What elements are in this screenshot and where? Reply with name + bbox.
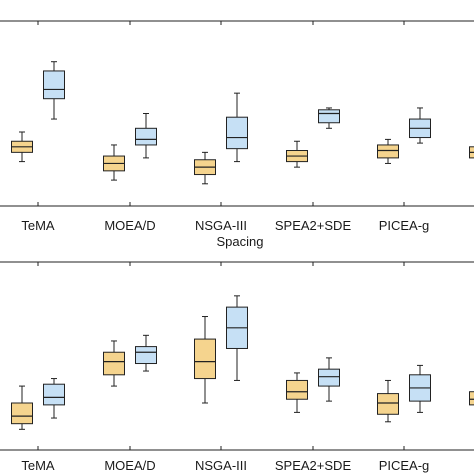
box-b-0 — [43, 378, 65, 419]
box-a-1 — [103, 144, 125, 181]
iqr-box — [194, 338, 216, 380]
box-a-4 — [377, 379, 399, 423]
box-a-5 — [469, 391, 474, 406]
iqr-box — [103, 351, 125, 376]
top-panel-spacing: TeMAMOEA/DNSGA-IIISPEA2+SDEPICEA-gHypESp… — [0, 20, 474, 249]
box-a-5 — [469, 146, 474, 159]
iqr-box — [286, 379, 308, 400]
box-b-1 — [135, 334, 157, 372]
x-tick-label: PICEA-g — [379, 218, 430, 233]
box-b-2 — [226, 295, 248, 381]
box-b-0 — [43, 61, 65, 120]
box-b-1 — [135, 113, 157, 159]
iqr-box — [469, 391, 474, 406]
x-axis-title: Spacing — [217, 234, 264, 249]
iqr-box — [135, 127, 157, 146]
x-tick-label: SPEA2+SDE — [275, 218, 352, 233]
box-a-0 — [11, 385, 33, 430]
x-tick-label: NSGA-III — [195, 218, 247, 233]
box-a-2 — [194, 151, 216, 185]
x-tick-label: TeMA — [21, 458, 55, 473]
box-a-4 — [377, 138, 399, 164]
box-b-2 — [226, 92, 248, 163]
x-tick-label: MOEA/D — [104, 458, 155, 473]
iqr-box — [43, 383, 65, 406]
box-b-3 — [318, 107, 340, 129]
box-a-3 — [286, 372, 308, 413]
iqr-box — [43, 70, 65, 100]
iqr-box — [135, 346, 157, 365]
box-b-4 — [409, 364, 431, 413]
box-b-4 — [409, 107, 431, 144]
x-tick-label: TeMA — [21, 218, 55, 233]
iqr-box — [318, 109, 340, 124]
box-b-3 — [318, 357, 340, 402]
iqr-box — [11, 402, 33, 425]
x-tick-label: MOEA/D — [104, 218, 155, 233]
iqr-box — [377, 144, 399, 159]
x-tick-label: SPEA2+SDE — [275, 458, 352, 473]
box-a-3 — [286, 140, 308, 168]
box-a-2 — [194, 316, 216, 404]
x-tick-label: PICEA-g — [379, 458, 430, 473]
x-tick-label: NSGA-III — [195, 458, 247, 473]
box-a-0 — [11, 131, 33, 163]
iqr-box — [318, 368, 340, 387]
iqr-box — [226, 116, 248, 150]
box-a-1 — [103, 340, 125, 387]
iqr-box — [377, 393, 399, 415]
